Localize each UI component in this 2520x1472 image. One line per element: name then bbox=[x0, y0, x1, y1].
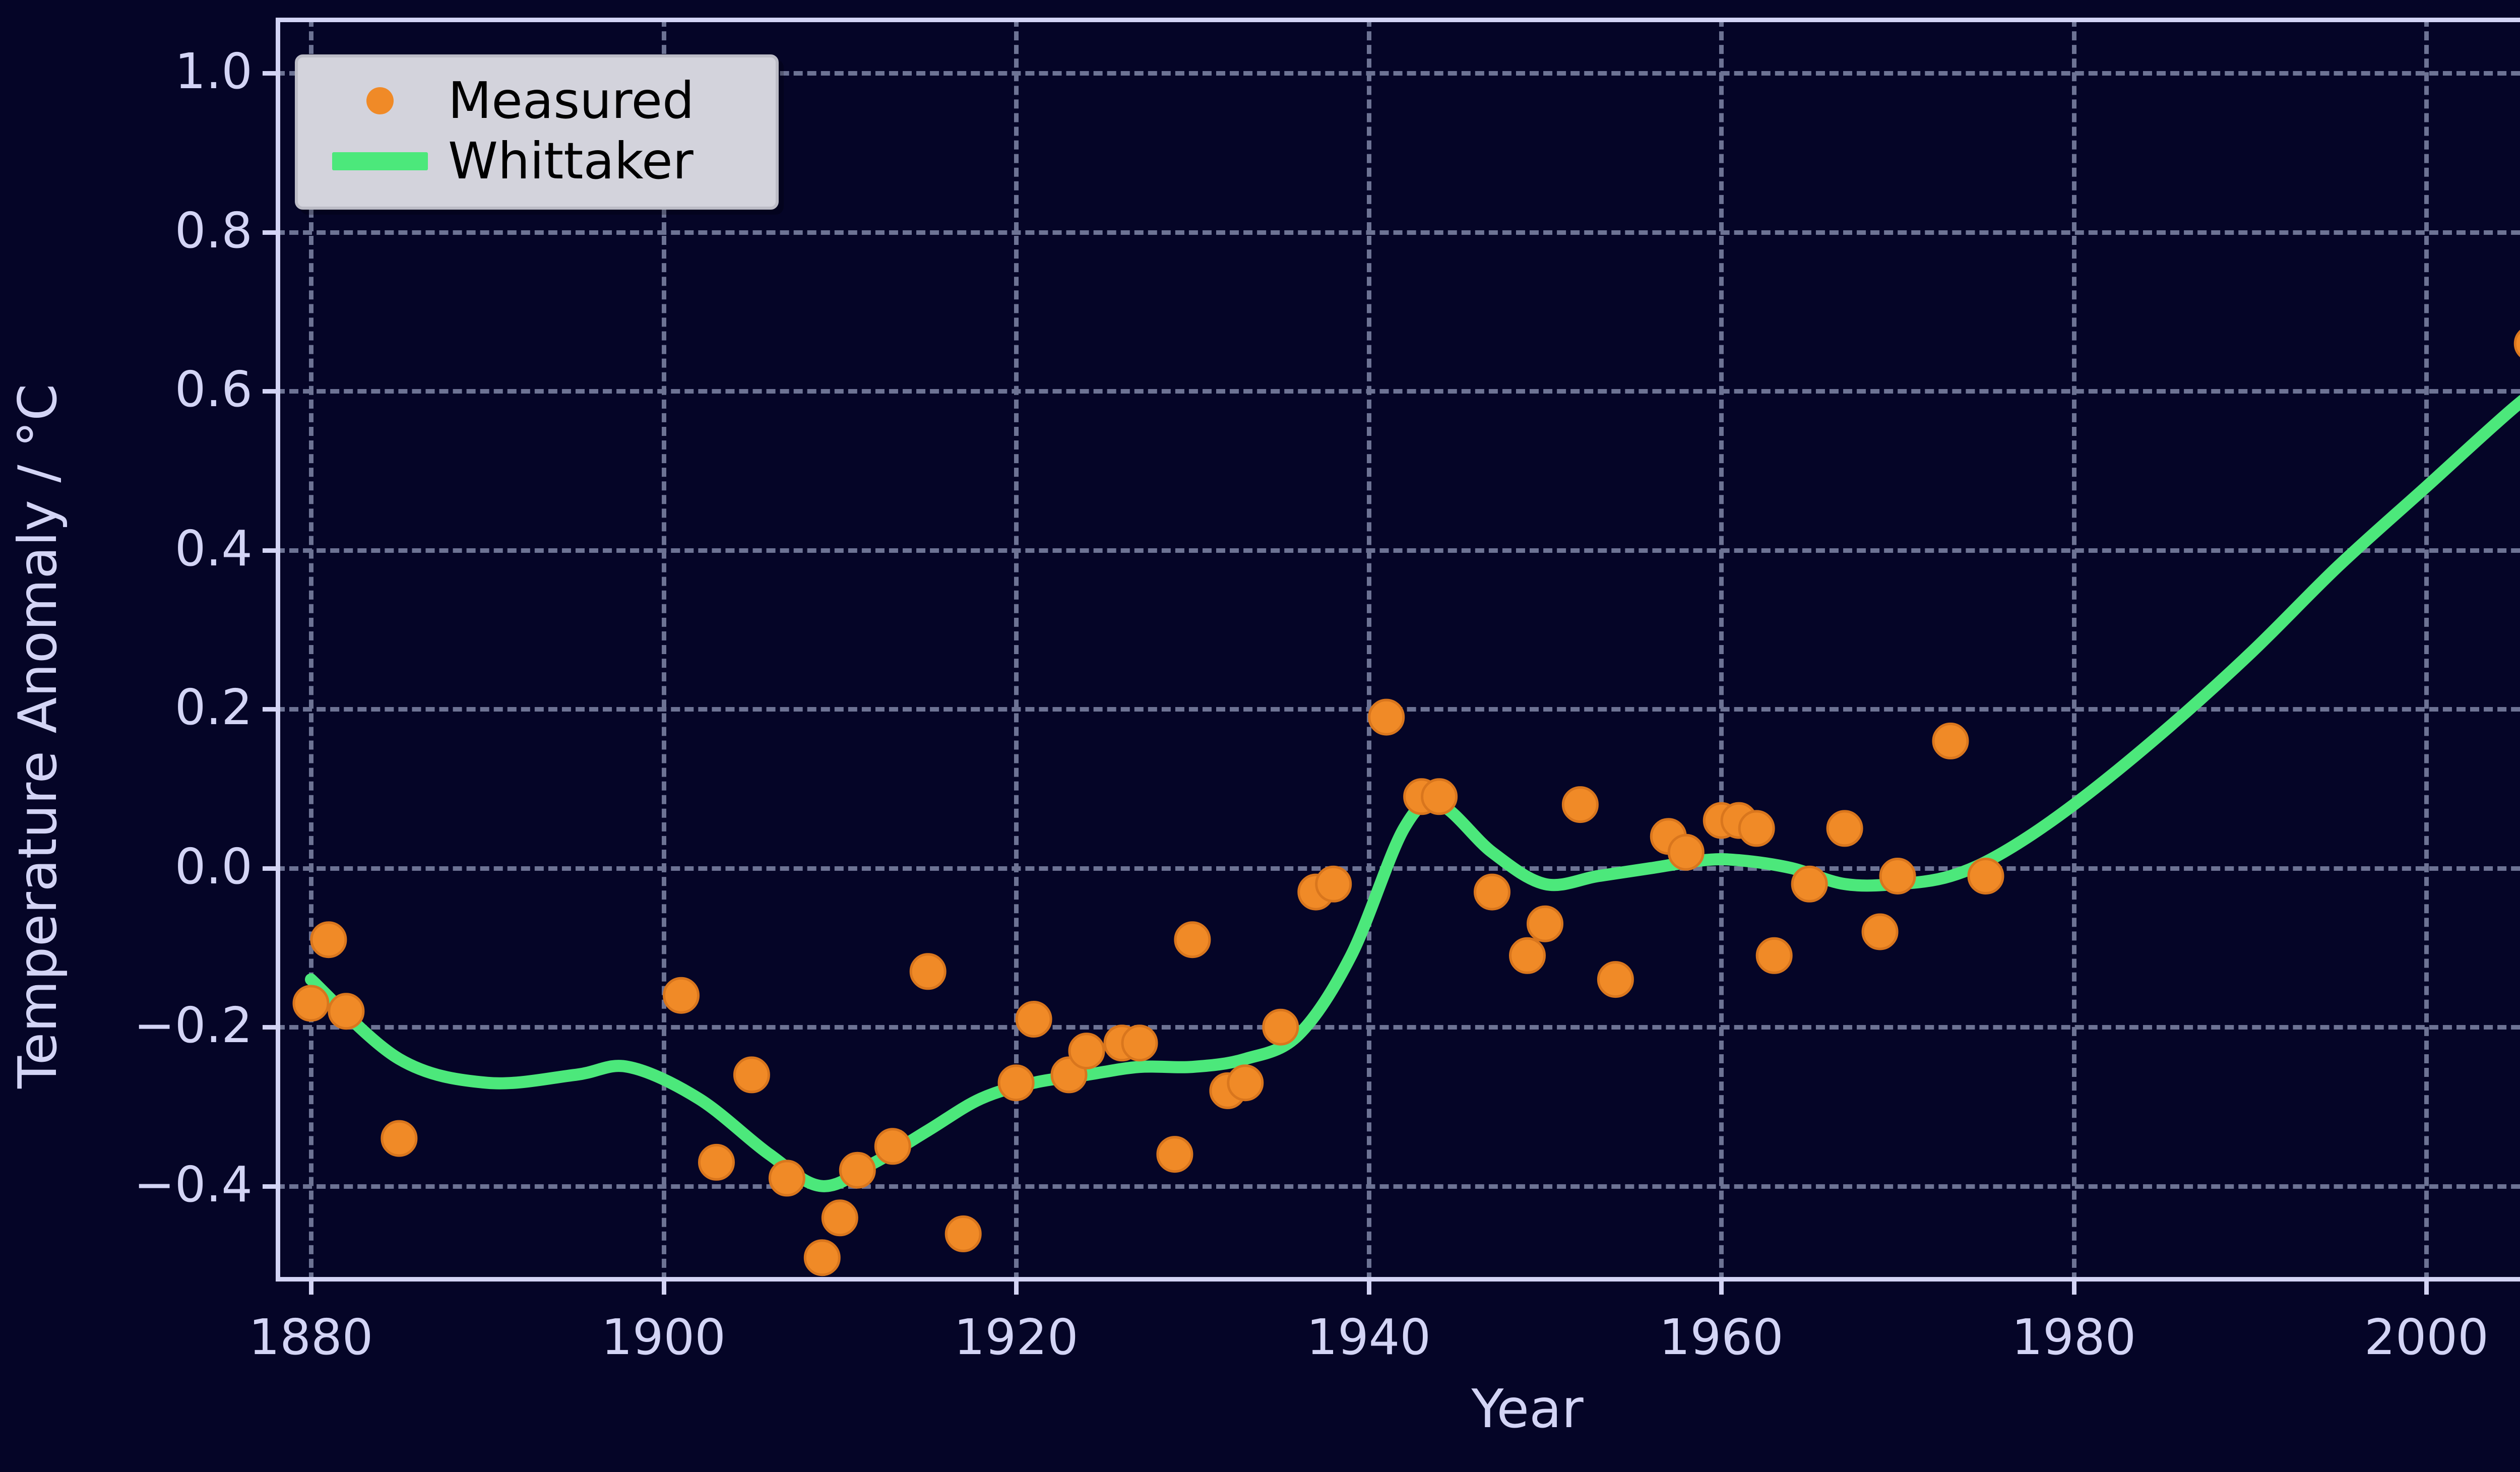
measured-data-point bbox=[1826, 810, 1863, 847]
measured-data-point bbox=[1967, 858, 2004, 894]
y-tick-label: 0.6 bbox=[174, 361, 253, 418]
y-tick-mark bbox=[263, 548, 276, 553]
measured-data-point bbox=[768, 1160, 805, 1197]
measured-data-point bbox=[310, 921, 347, 958]
gridline-horizontal bbox=[276, 1025, 2520, 1030]
y-tick-mark bbox=[263, 230, 276, 235]
x-tick-mark bbox=[1014, 1282, 1019, 1295]
measured-data-point bbox=[1667, 834, 1705, 871]
measured-data-point bbox=[2513, 330, 2520, 357]
measured-data-point bbox=[1315, 865, 1352, 903]
legend-whittaker-line-icon bbox=[312, 152, 448, 170]
y-tick-label: 0.2 bbox=[174, 679, 253, 736]
y-tick-mark bbox=[263, 1184, 276, 1189]
data-layer bbox=[292, 330, 2520, 1276]
gridline-vertical bbox=[308, 18, 313, 1282]
x-tick-label: 2000 bbox=[2364, 1309, 2489, 1366]
y-tick-label: −0.4 bbox=[134, 1156, 253, 1213]
legend-measured-marker-icon bbox=[312, 87, 448, 114]
measured-data-point bbox=[698, 1143, 735, 1181]
x-tick-label: 1880 bbox=[248, 1309, 373, 1366]
y-tick-mark bbox=[263, 71, 276, 76]
y-tick-mark bbox=[263, 1025, 276, 1030]
x-tick-label: 1920 bbox=[954, 1309, 1079, 1366]
legend-item-label: Whittaker bbox=[448, 132, 694, 190]
measured-data-point bbox=[1879, 858, 1916, 894]
gridline-horizontal bbox=[276, 230, 2520, 235]
measured-data-point bbox=[1227, 1064, 1264, 1102]
gridline-horizontal bbox=[276, 71, 2520, 76]
x-tick-mark bbox=[2424, 1282, 2429, 1295]
x-tick-label: 1900 bbox=[601, 1309, 726, 1366]
measured-data-point bbox=[1474, 873, 1510, 911]
chart-legend[interactable]: Measured Whittaker bbox=[295, 54, 779, 210]
measured-data-point bbox=[663, 977, 700, 1014]
measured-data-point bbox=[1861, 913, 1899, 950]
measured-data-point bbox=[1262, 1008, 1299, 1046]
measured-data-point bbox=[1509, 937, 1546, 974]
measured-data-point bbox=[1527, 905, 1563, 942]
y-tick-label: 1.0 bbox=[174, 43, 253, 100]
gridline-horizontal bbox=[276, 389, 2520, 394]
measured-data-point bbox=[909, 953, 947, 990]
gridline-vertical bbox=[1719, 18, 1724, 1282]
measured-data-point bbox=[1174, 921, 1211, 958]
y-tick-label: −0.2 bbox=[134, 997, 253, 1054]
measured-data-point bbox=[839, 1151, 876, 1189]
x-axis-label: Year bbox=[1471, 1378, 1584, 1440]
measured-data-point bbox=[381, 1120, 418, 1157]
legend-item-whittaker[interactable]: Whittaker bbox=[312, 131, 762, 191]
legend-item-label: Measured bbox=[448, 71, 695, 130]
measured-data-point bbox=[1755, 937, 1793, 974]
gridline-vertical bbox=[2424, 18, 2429, 1282]
measured-data-point bbox=[1068, 1033, 1105, 1070]
measured-data-point bbox=[1932, 722, 1969, 759]
measured-data-point bbox=[944, 1215, 982, 1252]
y-axis-label: Temperature Anomaly / °C bbox=[7, 383, 69, 1089]
measured-data-point bbox=[1791, 865, 1828, 903]
measured-data-point bbox=[1597, 961, 1634, 998]
measured-data-point bbox=[997, 1064, 1035, 1102]
measured-data-point bbox=[1015, 1001, 1052, 1038]
measured-data-point bbox=[1156, 1136, 1193, 1173]
x-tick-label: 1960 bbox=[1659, 1309, 1784, 1366]
gridline-vertical bbox=[2071, 18, 2076, 1282]
y-tick-mark bbox=[263, 389, 276, 394]
x-tick-mark bbox=[308, 1282, 313, 1295]
x-tick-mark bbox=[661, 1282, 666, 1295]
measured-data-point bbox=[1121, 1025, 1158, 1062]
y-tick-mark bbox=[263, 866, 276, 871]
measured-data-point bbox=[1421, 778, 1458, 815]
y-tick-mark bbox=[263, 707, 276, 712]
measured-data-point bbox=[803, 1239, 841, 1276]
x-tick-label: 1940 bbox=[1306, 1309, 1431, 1366]
measured-data-point bbox=[292, 985, 330, 1022]
measured-data-point bbox=[1368, 698, 1405, 736]
gridline-horizontal bbox=[276, 1184, 2520, 1189]
gridline-vertical bbox=[1014, 18, 1019, 1282]
measured-points-group bbox=[292, 330, 2520, 1276]
x-tick-label: 1980 bbox=[2011, 1309, 2136, 1366]
whittaker-line bbox=[305, 395, 2520, 1192]
gridline-horizontal bbox=[276, 548, 2520, 553]
gridline-vertical bbox=[1366, 18, 1371, 1282]
measured-data-point bbox=[733, 1056, 770, 1094]
x-tick-mark bbox=[1719, 1282, 1724, 1295]
y-tick-label: 0.8 bbox=[174, 202, 253, 259]
gridline-vertical bbox=[661, 18, 666, 1282]
measured-data-point bbox=[874, 1128, 911, 1165]
plot-area bbox=[263, 18, 2520, 1295]
measured-data-point bbox=[821, 1199, 858, 1237]
legend-item-measured[interactable]: Measured bbox=[312, 71, 762, 131]
x-tick-mark bbox=[2071, 1282, 2076, 1295]
x-tick-mark bbox=[1366, 1282, 1371, 1295]
measured-data-point bbox=[1738, 810, 1775, 847]
measured-data-point bbox=[328, 993, 365, 1030]
y-tick-label: 0.4 bbox=[174, 520, 253, 577]
measured-data-point bbox=[1561, 786, 1599, 823]
gridline-horizontal bbox=[276, 866, 2520, 871]
y-tick-label: 0.0 bbox=[174, 838, 253, 895]
